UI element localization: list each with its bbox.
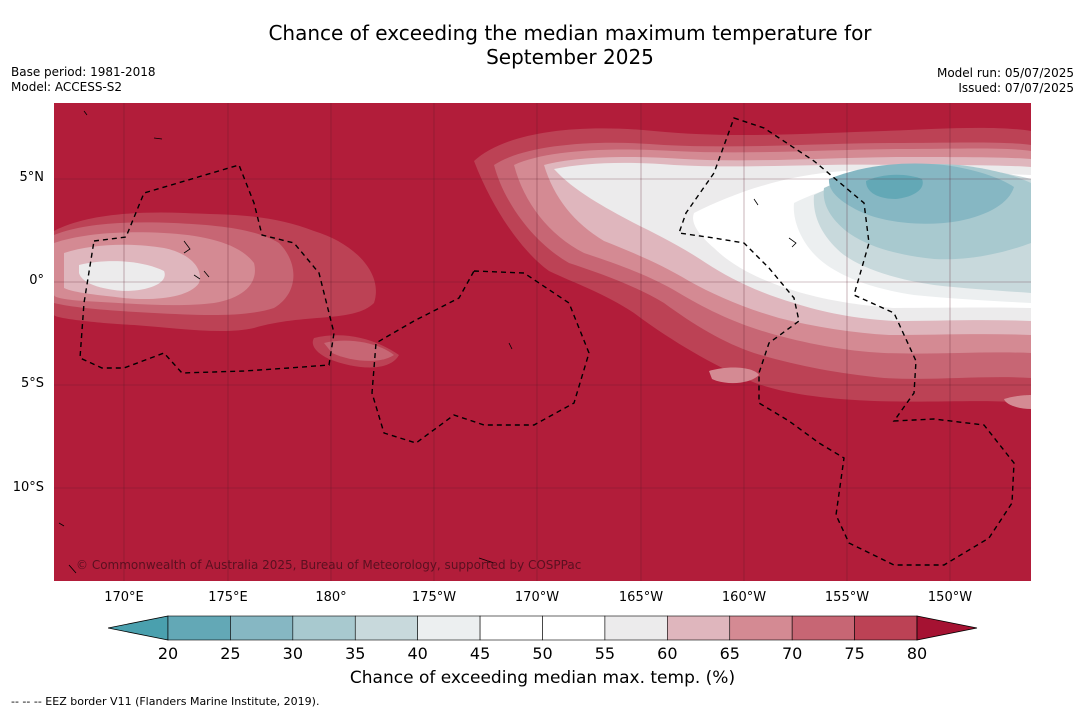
lon-label-175w: 175°W xyxy=(411,590,457,605)
colorbar-cells xyxy=(167,615,918,641)
eez-east xyxy=(678,117,1015,566)
map-panel: © Commonwealth of Australia 2025, Bureau… xyxy=(54,103,1031,581)
title-line-2: September 2025 xyxy=(486,45,654,69)
model-name: Model: ACCESS-S2 xyxy=(11,80,123,94)
colorbar-tick-label: 25 xyxy=(220,644,241,663)
colorbar-title: Chance of exceeding median max. temp. (%… xyxy=(349,668,736,688)
base-period: Base period: 1981-2018 xyxy=(11,65,156,79)
map-contours xyxy=(54,103,1031,581)
colorbar-tick-label: 50 xyxy=(532,644,553,663)
colorbar-cell xyxy=(292,615,356,641)
colorbar-tick-label: 35 xyxy=(345,644,366,663)
lat-label-5n: 5°N xyxy=(19,170,45,185)
run-info: Model run: 05/07/2025 Issued: 07/07/2025 xyxy=(937,66,1074,96)
colorbar-tick-label: 30 xyxy=(282,644,304,663)
lat-label-10s: 10°S xyxy=(12,480,44,495)
lon-label-155w: 155°W xyxy=(824,590,870,605)
graticule xyxy=(54,103,1031,581)
model-run: Model run: 05/07/2025 xyxy=(936,66,1074,80)
colorbar-cell xyxy=(604,615,668,641)
colorbar-tick-label: 70 xyxy=(781,644,803,663)
lon-label-175e: 175°E xyxy=(208,590,248,605)
colorbar-cell xyxy=(667,615,731,641)
colorbar-tick-label: 40 xyxy=(407,644,428,663)
eez-legend-note: -- -- -- EEZ border V11 (Flanders Marine… xyxy=(11,695,320,708)
eez-borders xyxy=(79,117,1015,566)
colorbar-cell xyxy=(354,615,418,641)
colorbar-tick-label: 65 xyxy=(719,644,740,663)
title-line-1: Chance of exceeding the median maximum t… xyxy=(268,21,872,45)
lon-label-165w: 165°W xyxy=(618,590,664,605)
colorbar-cell xyxy=(854,615,918,641)
issued-date: Issued: 07/07/2025 xyxy=(958,81,1074,95)
colorbar-cell xyxy=(167,615,231,641)
colorbar-over-arrow xyxy=(916,615,978,641)
colorbar-cell xyxy=(479,615,543,641)
lon-label-160w: 160°W xyxy=(721,590,767,605)
colorbar xyxy=(108,615,978,641)
colorbar-tick-label: 80 xyxy=(906,644,928,663)
colorbar-under-arrow xyxy=(108,615,169,641)
colorbar-cell xyxy=(542,615,606,641)
colorbar-cell xyxy=(417,615,481,641)
lon-label-150w: 150°W xyxy=(927,590,973,605)
colorbar-cell xyxy=(791,615,855,641)
colorbar-tick-label: 60 xyxy=(657,644,678,663)
colorbar-tick-label: 55 xyxy=(594,644,616,663)
colorbar-tick-label: 45 xyxy=(469,644,491,663)
lon-label-170w: 170°W xyxy=(514,590,560,605)
copyright-note: © Commonwealth of Australia 2025, Bureau… xyxy=(76,558,582,572)
colorbar-cell xyxy=(729,615,793,641)
chart-title: Chance of exceeding the median maximum t… xyxy=(0,21,1085,69)
colorbar-cell xyxy=(230,615,294,641)
island-specks xyxy=(58,110,797,574)
colorbar-tick-label: 20 xyxy=(157,644,179,663)
contour-50-west xyxy=(79,261,165,291)
contour-65-south xyxy=(324,340,394,361)
colorbar-tick-label: 75 xyxy=(844,644,865,663)
contour-20-east xyxy=(866,174,923,199)
lon-label-170e: 170°E xyxy=(104,590,144,605)
eez-central xyxy=(371,270,590,444)
lon-label-180: 180° xyxy=(315,590,347,605)
lat-label-0: 0° xyxy=(29,273,44,288)
lat-label-5s: 5°S xyxy=(20,376,44,391)
patch-south-pale xyxy=(709,367,759,384)
eez-west xyxy=(79,164,335,374)
base-info: Base period: 1981-2018 Model: ACCESS-S2 xyxy=(11,65,156,95)
patch-east-edge xyxy=(1004,395,1031,409)
